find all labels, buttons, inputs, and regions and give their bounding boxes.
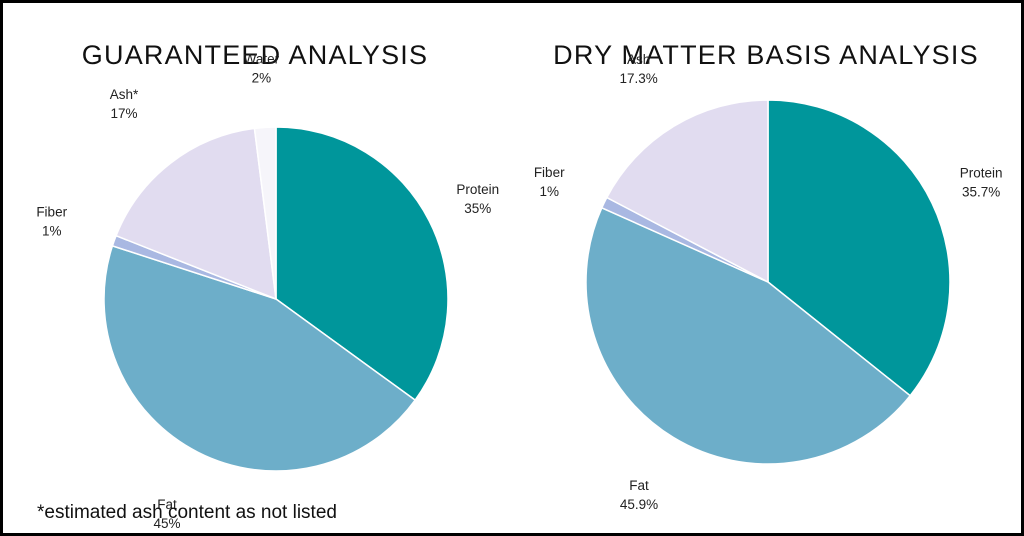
slice-label-ash: Ash* 17% xyxy=(110,87,139,121)
pie-slice-protein xyxy=(275,126,449,402)
pie-chart-guaranteed-analysis: Protein 35% Fat 45% Fiber 1% Ash* 17% Water 2% xyxy=(36,52,499,531)
pie-slice-protein xyxy=(767,99,951,397)
pie-slice-fat xyxy=(585,206,912,465)
pie-chart-dry-matter-basis-analysis: Protein 35.7% Fat 45.9% Fiber 1% Ash 17.3% xyxy=(534,52,1003,512)
footnote: *estimated ash content as not listed xyxy=(37,502,337,523)
slice-label-ash: Ash 17.3% xyxy=(619,52,657,86)
slice-label-fiber: Fiber 1% xyxy=(534,165,565,199)
slice-label-protein: Protein 35.7% xyxy=(960,166,1003,200)
chart-title-guaranteed-analysis: GUARANTEED ANALYSIS xyxy=(81,40,429,70)
pie-slice-fat xyxy=(103,244,417,472)
slice-label-protein: Protein 35% xyxy=(456,182,499,216)
slice-label-fat: Fat 45% xyxy=(153,497,180,531)
pie-slice-ash xyxy=(605,99,769,284)
pie-slice-water xyxy=(253,126,277,300)
slice-label-fiber: Fiber 1% xyxy=(36,204,67,238)
slice-label-water: Water 2% xyxy=(244,52,280,86)
pie-slice-ash xyxy=(115,127,277,301)
slice-label-fat: Fat 45.9% xyxy=(620,478,658,512)
chart-title-dry-matter-basis-analysis: DRY MATTER BASIS ANALYSIS xyxy=(553,40,979,70)
